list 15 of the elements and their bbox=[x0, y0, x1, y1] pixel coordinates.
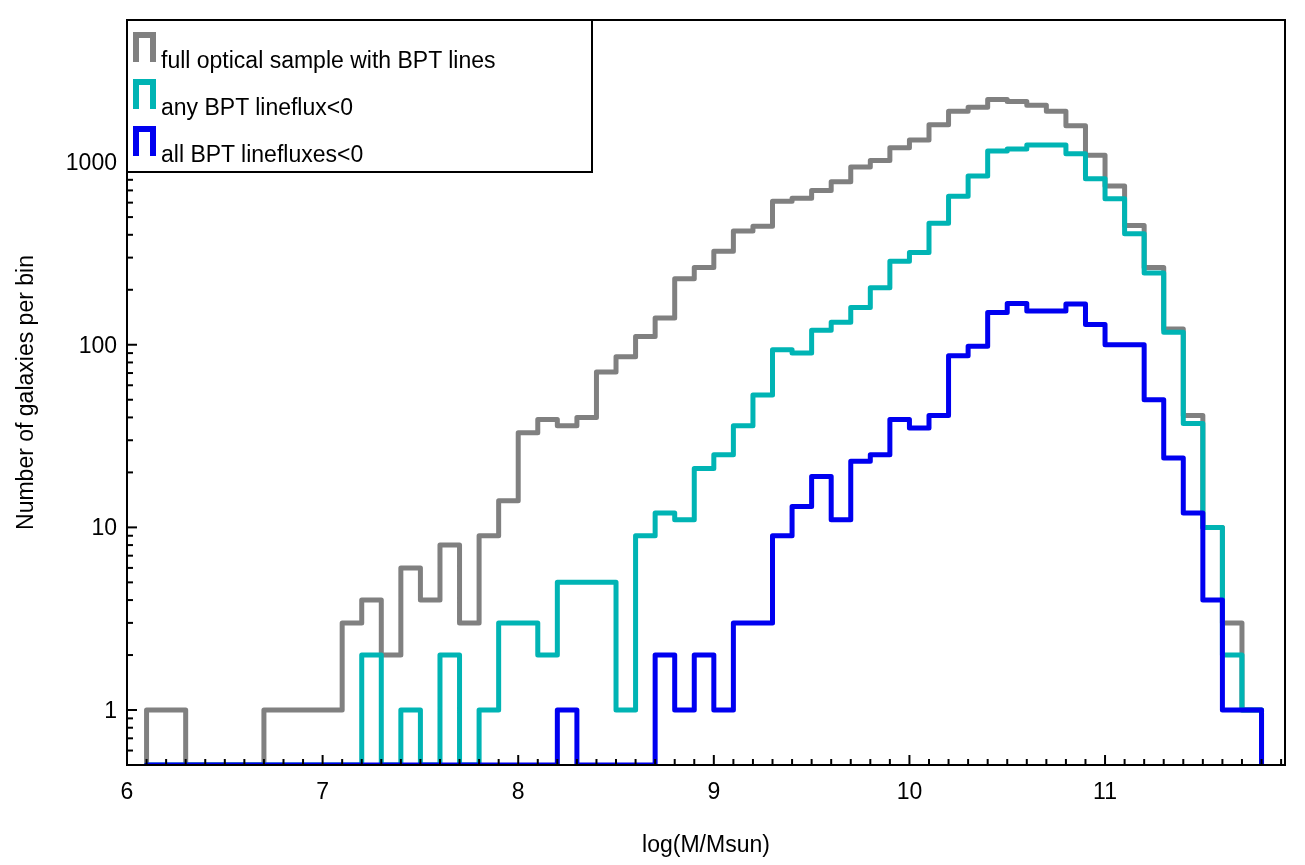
y-tick-label: 10 bbox=[91, 514, 117, 541]
y-tick-label: 1 bbox=[104, 697, 117, 724]
y-tick-label: 100 bbox=[78, 331, 117, 358]
x-tick-label: 11 bbox=[1093, 778, 1117, 804]
x-tick-label: 8 bbox=[511, 778, 525, 804]
x-axis-title: log(M/Msun) bbox=[642, 831, 770, 857]
legend-label: all BPT linefluxes<0 bbox=[161, 141, 364, 167]
x-tick-label: 9 bbox=[707, 778, 721, 804]
x-tick-label: 7 bbox=[316, 778, 330, 804]
legend-label: any BPT lineflux<0 bbox=[161, 94, 353, 120]
y-axis-title: Number of galaxies per bin bbox=[12, 255, 38, 530]
x-tick-label: 10 bbox=[896, 778, 923, 804]
x-tick-label: 6 bbox=[120, 778, 134, 804]
y-tick-label: 1000 bbox=[65, 149, 117, 176]
legend-label: full optical sample with BPT lines bbox=[161, 47, 496, 73]
